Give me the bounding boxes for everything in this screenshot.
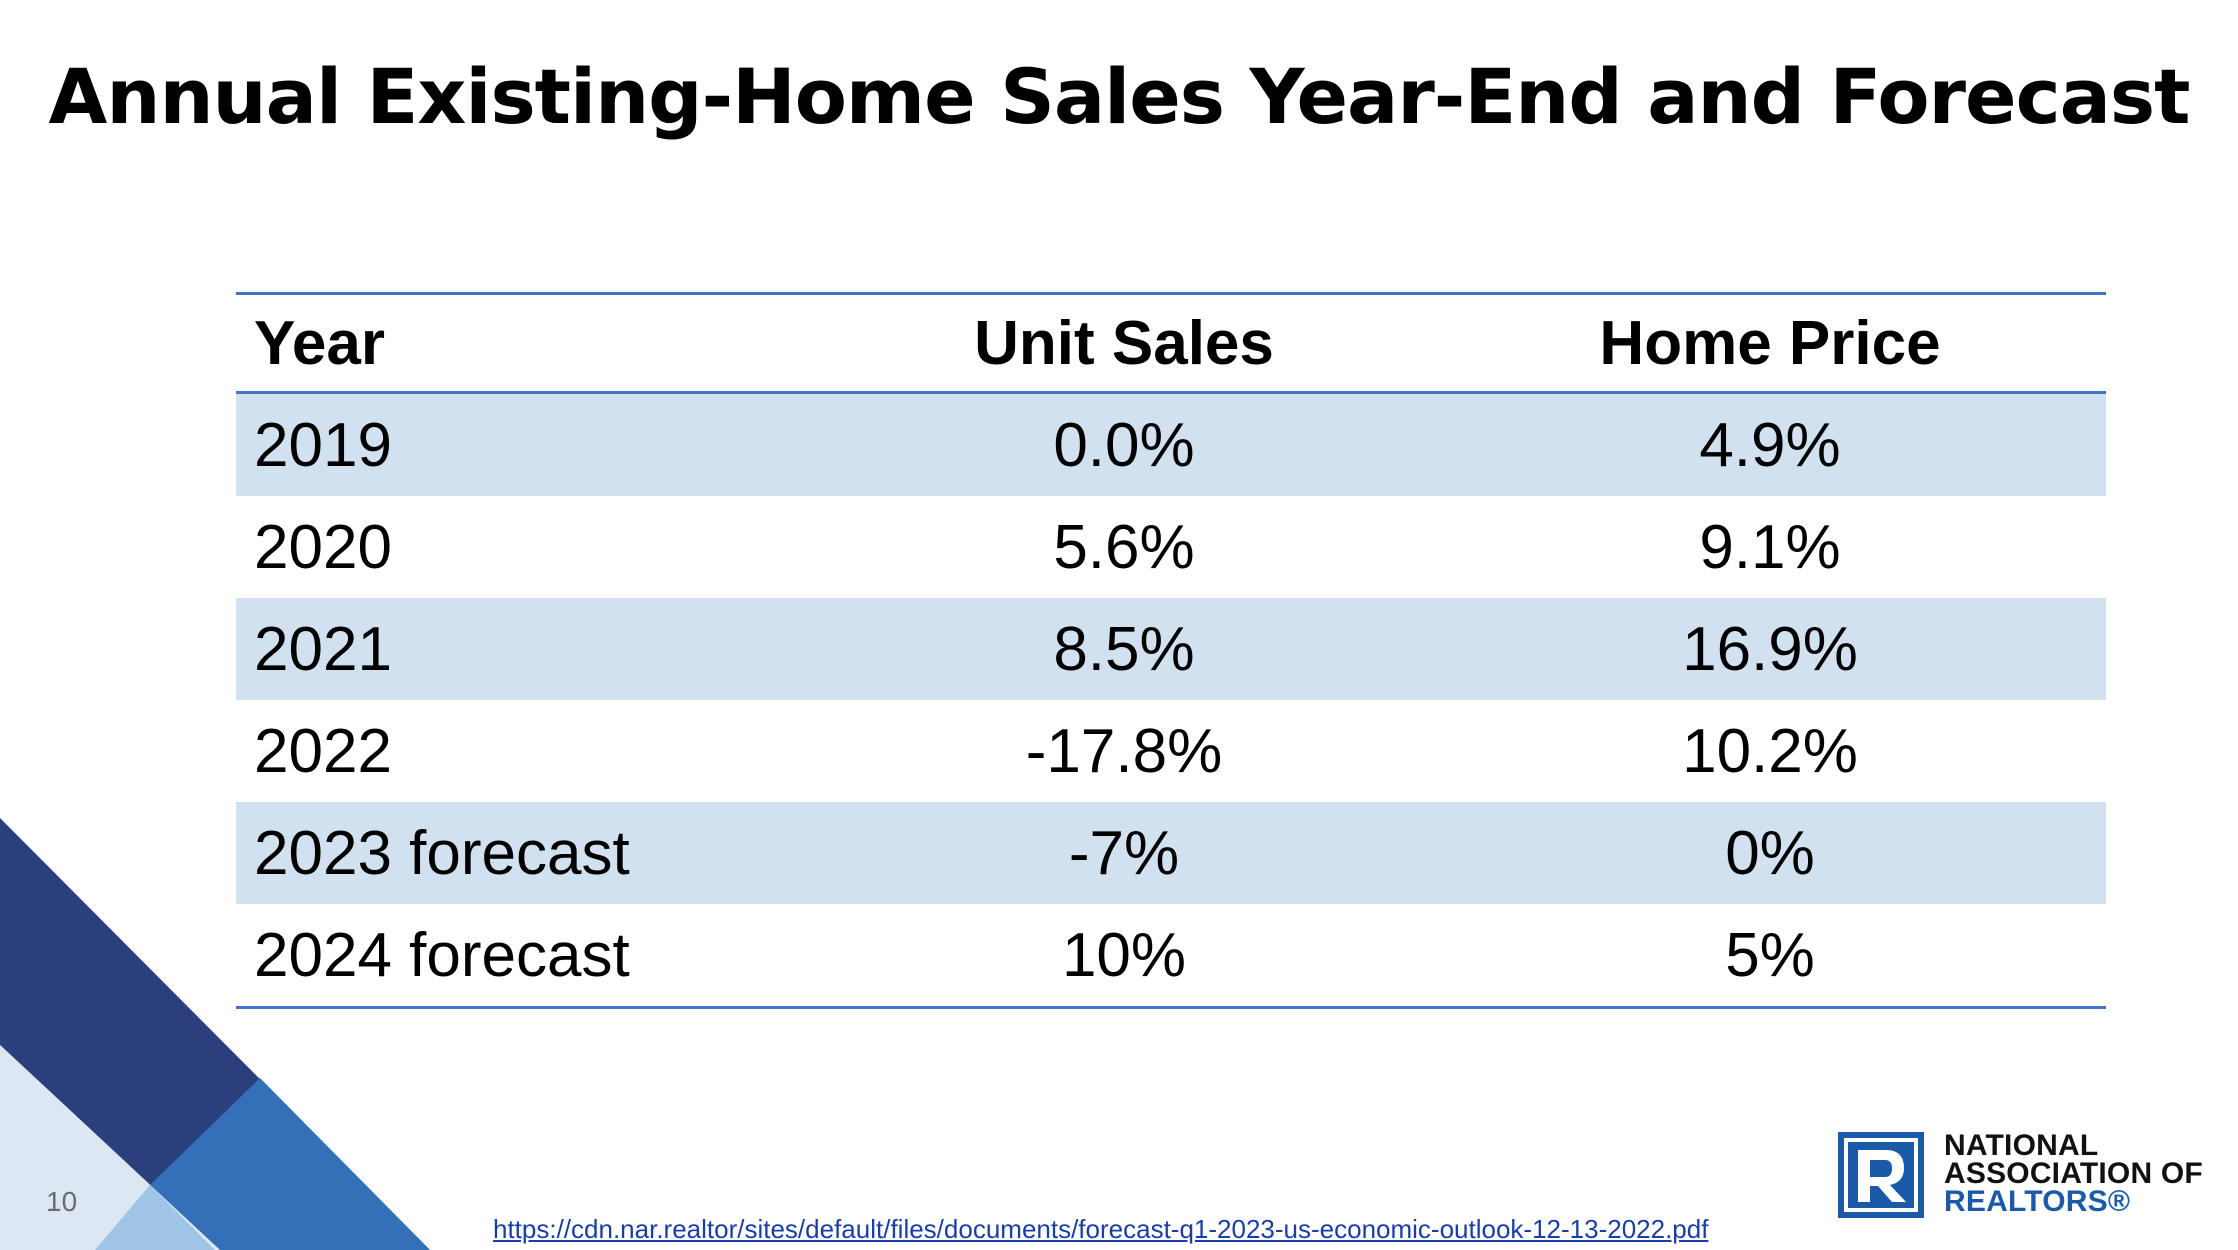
- logo-wordmark: NATIONAL ASSOCIATION OF REALTORS®: [1944, 1129, 2203, 1218]
- cell-home-price: 4.9%: [1699, 410, 1841, 480]
- cell-year: 2022: [254, 716, 392, 786]
- table-row: 2024 forecast 10% 5%: [236, 904, 2106, 1008]
- cell-unit-sales: 5.6%: [1053, 512, 1195, 582]
- logo-line-association: ASSOCIATION OF: [1944, 1157, 2203, 1190]
- data-table-container: Year Unit Sales Home Price 2019 0.0% 4.9…: [236, 292, 2106, 1009]
- cell-year: 2020: [254, 512, 392, 582]
- deco-light-triangle: [95, 1185, 215, 1250]
- cell-year: 2023 forecast: [254, 818, 630, 888]
- table-row: 2020 5.6% 9.1%: [236, 496, 2106, 598]
- nar-logo: NATIONAL ASSOCIATION OF REALTORS®: [1838, 1129, 2203, 1218]
- slide-title: Annual Existing-Home Sales Year-End and …: [48, 52, 2191, 141]
- realtor-r-logo-icon: [1838, 1132, 1924, 1218]
- cell-unit-sales: -17.8%: [1025, 716, 1223, 786]
- page-number: 10: [46, 1186, 78, 1217]
- cell-unit-sales: 0.0%: [1053, 410, 1195, 480]
- table-row: 2019 0.0% 4.9%: [236, 392, 2106, 496]
- logo-line-realtors: REALTORS®: [1944, 1185, 2131, 1218]
- table-row: 2023 forecast -7% 0%: [236, 802, 2106, 904]
- deco-mid-triangle: [150, 1078, 430, 1250]
- cell-unit-sales: -7%: [1068, 818, 1180, 888]
- cell-home-price: 5%: [1725, 920, 1815, 990]
- header-unit-sales: Unit Sales: [974, 308, 1274, 378]
- header-year: Year: [254, 308, 386, 378]
- source-link[interactable]: https://cdn.nar.realtor/sites/default/fi…: [493, 1214, 1709, 1244]
- table-row: 2022 -17.8% 10.2%: [236, 700, 2106, 802]
- cell-unit-sales: 10%: [1061, 920, 1187, 990]
- cell-home-price: 9.1%: [1699, 512, 1841, 582]
- cell-home-price: 10.2%: [1682, 716, 1858, 786]
- deco-pale-triangle: [0, 1045, 220, 1250]
- sales-table: Year Unit Sales Home Price 2019 0.0% 4.9…: [236, 292, 2106, 1009]
- cell-year: 2024 forecast: [254, 920, 630, 990]
- cell-year: 2021: [254, 614, 392, 684]
- table-row: 2021 8.5% 16.9%: [236, 598, 2106, 700]
- cell-unit-sales: 8.5%: [1053, 614, 1195, 684]
- table-header-row: Year Unit Sales Home Price: [236, 293, 2106, 393]
- cell-year: 2019: [254, 410, 392, 480]
- logo-line-national: NATIONAL: [1944, 1129, 2099, 1162]
- header-home-price: Home Price: [1599, 308, 1941, 378]
- cell-home-price: 0%: [1725, 818, 1815, 888]
- cell-home-price: 16.9%: [1682, 614, 1858, 684]
